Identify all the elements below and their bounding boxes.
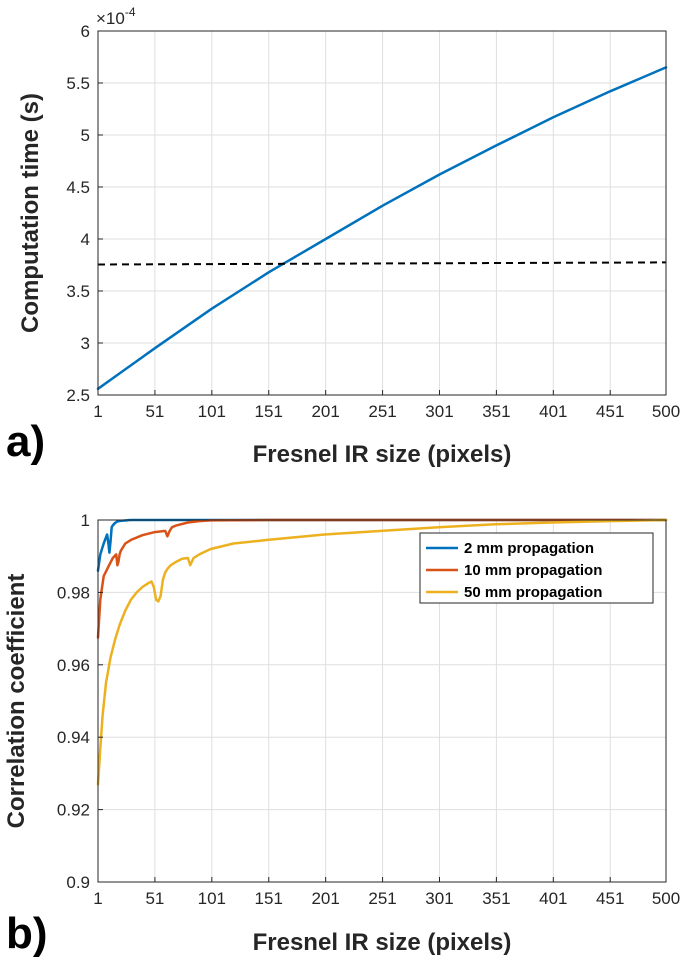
chart-a-exponent-base: ×10 <box>96 9 125 28</box>
chart-b-xtick-label-9: 451 <box>596 889 624 908</box>
chart-a-ticks: 1 51 101 151 201 251 301 351 401 451 5002.533.544.… <box>66 22 680 421</box>
chart-a-ytick-label-3: 4 <box>81 230 90 249</box>
chart-b-xtick-label-2: 101 <box>198 889 226 908</box>
chart-b-frame <box>97 519 667 883</box>
chart-a-computation-time: 1 51 101 151 201 251 301 351 401 451 5002.533.544.… <box>6 5 680 468</box>
chart-a-xtick-label-10: 500 <box>652 402 680 421</box>
chart-a-xtick-label-2: 101 <box>198 402 226 421</box>
chart-b-legend-label-0: 2 mm propagation <box>464 540 594 557</box>
chart-b-correlation: 1 51 101 151 201 251 301 351 401 451 5000.90.920.9… <box>3 511 680 958</box>
chart-a-ytick-label-7: 6 <box>81 22 90 41</box>
chart-b-xtick-label-4: 201 <box>311 889 339 908</box>
chart-b-series-1 <box>96 518 668 639</box>
chart-b-panel-label: b) <box>6 909 48 958</box>
chart-b-legend-label-2: 50 mm propagation <box>464 584 602 601</box>
chart-b-ytick-label-1: 0.92 <box>57 801 90 820</box>
chart-b-xlabel: Fresnel IR size (pixels) <box>253 929 512 956</box>
chart-b-ytick-label-5: 1 <box>81 511 90 530</box>
chart-a-xtick-label-8: 401 <box>539 402 567 421</box>
chart-a-ytick-label-5: 5 <box>81 126 90 145</box>
chart-a-series-1 <box>97 261 667 266</box>
chart-a-xtick-label-5: 251 <box>368 402 396 421</box>
chart-b-ytick-label-3: 0.96 <box>57 656 90 675</box>
chart-a-lines <box>96 66 668 391</box>
chart-a-xtick-label-3: 151 <box>255 402 283 421</box>
chart-b-xtick-label-6: 301 <box>425 889 453 908</box>
chart-b-xtick-label-3: 151 <box>255 889 283 908</box>
chart-a-xtick-label-7: 351 <box>482 402 510 421</box>
chart-b-xtick-label-8: 401 <box>539 889 567 908</box>
chart-b-ylabel: Correlation coefficient <box>3 574 30 829</box>
chart-a-xtick-label-4: 201 <box>311 402 339 421</box>
chart-b-xtick-label-5: 251 <box>368 889 396 908</box>
chart-b-xtick-label-7: 351 <box>482 889 510 908</box>
chart-b-series-2 <box>96 518 668 786</box>
chart-b-xtick-label-0: 1 <box>93 889 102 908</box>
chart-a-xtick-label-0: 1 <box>93 402 102 421</box>
chart-a-series-0 <box>96 66 668 391</box>
chart-a-panel-label: a) <box>6 417 45 466</box>
chart-b-legend-box <box>419 532 654 604</box>
chart-a-ytick-label-4: 4.5 <box>66 178 90 197</box>
chart-a-frame <box>97 30 667 396</box>
chart-a-xtick-label-1: 51 <box>145 402 164 421</box>
chart-b-xtick-label-10: 500 <box>652 889 680 908</box>
chart-b-ticks: 1 51 101 151 201 251 301 351 401 451 5000.90.920.9… <box>57 511 680 908</box>
chart-a-xtick-label-6: 301 <box>425 402 453 421</box>
chart-b-legend-label-1: 10 mm propagation <box>464 562 602 579</box>
chart-a-exponent-power: -4 <box>125 5 136 19</box>
chart-b-ytick-label-4: 0.98 <box>57 583 90 602</box>
chart-a-xlabel: Fresnel IR size (pixels) <box>253 441 512 468</box>
chart-a-exponent: ×10-4 <box>96 5 136 28</box>
chart-a-ytick-label-0: 2.5 <box>66 386 90 405</box>
chart-a-ytick-label-6: 5.5 <box>66 74 90 93</box>
chart-b-xtick-label-1: 51 <box>145 889 164 908</box>
chart-a-ytick-label-1: 3 <box>81 334 90 353</box>
chart-a-ylabel: Computation time (s) <box>17 93 44 333</box>
chart-a-grid <box>97 30 667 396</box>
chart-b-ytick-label-2: 0.94 <box>57 728 90 747</box>
chart-a-xtick-label-9: 451 <box>596 402 624 421</box>
chart-b-ytick-label-0: 0.9 <box>66 873 90 892</box>
chart-a-ytick-label-2: 3.5 <box>66 282 90 301</box>
chart-b-legend: 2 mm propagation 10 mm propagation 50 mm p… <box>419 532 654 604</box>
